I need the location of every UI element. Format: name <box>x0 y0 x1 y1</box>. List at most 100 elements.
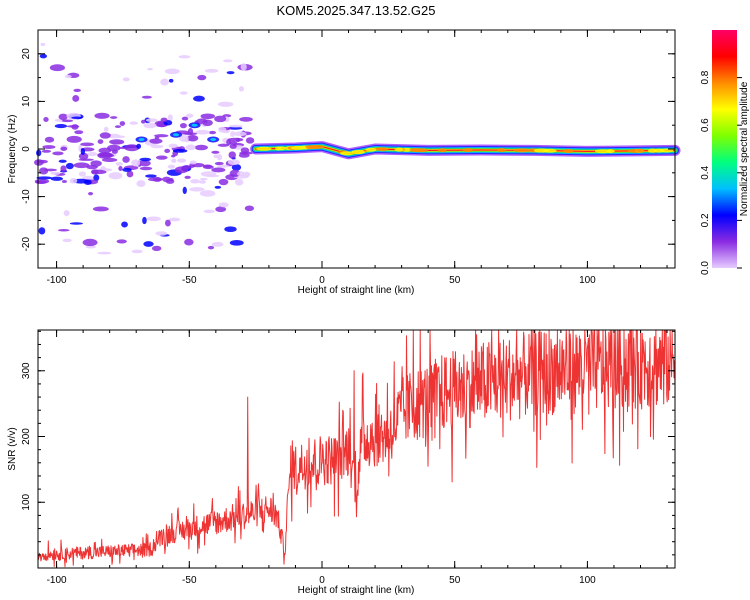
spectrogram-noise-blob <box>228 124 243 128</box>
spectrogram-noise-blob <box>124 144 140 152</box>
colorbar-tick-label: 0.0 <box>700 261 711 275</box>
spectrogram-noise-blob <box>199 190 216 197</box>
snr-series-line <box>37 329 676 568</box>
spectrogram-ridge-spot <box>340 151 354 156</box>
spectrogram-noise-blob <box>178 55 191 59</box>
colorbar-ticks: 0.0 0.2 0.4 0.6 0.8 <box>700 70 742 275</box>
spectrogram-ridge-spot <box>654 148 665 153</box>
spectrogram-noise-blob <box>78 152 89 160</box>
spectrogram-noise-blob <box>119 121 126 126</box>
spectrogram-noise-blob <box>43 168 57 172</box>
spectrogram-noise-blob <box>199 177 208 181</box>
spectrogram-noise-blob <box>60 146 68 151</box>
spectrogram-ridge-spot <box>497 148 507 153</box>
spectrogram-noise-blob <box>218 202 229 208</box>
snr-x-tick-label: 50 <box>449 575 461 586</box>
spectrogram-noise-blob <box>184 175 191 179</box>
spectrogram-noise-blob <box>173 133 180 137</box>
spectrogram-noise-blob <box>228 151 236 159</box>
spectrogram-y-ticks: -20 -10 0 10 20 <box>21 29 675 269</box>
spectrogram-noise-blob <box>179 122 187 129</box>
spectrogram-noise-blob <box>80 148 86 155</box>
spectrogram-noise-blob <box>211 150 220 154</box>
spectrogram-noise-blob <box>98 152 113 157</box>
spectrogram-noise-blob <box>139 157 152 162</box>
spectrogram-noise-blob <box>162 176 172 183</box>
colorbar-tick-label: 0.2 <box>700 213 711 227</box>
spectrogram-x-ticks: -100 -50 0 50 100 <box>47 30 668 286</box>
spectrogram-noise-blob <box>240 63 247 71</box>
spectrogram-noise-blob <box>214 161 224 166</box>
spectrogram-ridge-spot <box>376 147 388 152</box>
spectrogram-noise-blob <box>34 180 48 184</box>
spectrogram-noise-blob <box>129 121 138 125</box>
spectrogram-noise-blob <box>211 241 224 247</box>
colorbar: 0.0 0.2 0.4 0.6 0.8 Normalized spectral ampl… <box>700 30 750 275</box>
spectrogram-noise-blob <box>145 118 158 122</box>
spectrogram-noise-blob <box>171 158 177 163</box>
spectrogram-noise-blob <box>189 160 197 165</box>
spectrogram-ridge-spot <box>409 148 421 153</box>
spectrogram-noise-blob <box>222 59 233 63</box>
snr-y-tick-label: 200 <box>21 428 32 445</box>
spectrogram-noise-blob <box>97 139 104 144</box>
spectrogram-noise-blob <box>92 206 109 212</box>
spectrogram-noise-blob <box>94 112 110 119</box>
spectrogram-noise-blob <box>217 101 234 107</box>
spectrogram-noise-blob <box>204 68 219 73</box>
snr-x-tick-label: -100 <box>47 575 67 586</box>
spectrogram-noise-blob <box>145 174 157 178</box>
spectrogram-noise-blob <box>181 116 189 121</box>
spectrogram-x-tick-label: 100 <box>579 275 596 286</box>
spectrogram-noise-blob <box>61 180 67 183</box>
spectrogram-noise-blob <box>167 114 173 122</box>
spectrogram-noise-blob <box>60 165 67 172</box>
spectrogram-noise-blob <box>38 227 46 235</box>
spectrogram-noise-blob <box>90 160 102 167</box>
snr-y-tick-label: 300 <box>21 362 32 379</box>
spectrogram-ridge-spot <box>606 149 615 154</box>
spectrogram-noise-blob <box>107 133 121 139</box>
spectrogram-noise-blob <box>185 113 194 118</box>
spectrogram-noise-blob <box>229 239 244 246</box>
spectrogram-noise-blob <box>193 95 205 102</box>
spectrogram-x-tick-label: 50 <box>449 275 461 286</box>
spectrogram-noise-blob <box>41 149 52 153</box>
spectrogram-ridge-spot <box>394 147 404 152</box>
spectrogram-ridge-spot <box>305 145 318 150</box>
spectrogram-noise-blob <box>215 206 227 213</box>
snr-x-ticks: -100 -50 0 50 100 <box>47 330 668 586</box>
spectrogram-noise-blob <box>245 137 255 144</box>
spectrogram-noise-blob <box>238 86 245 92</box>
spectrogram-noise-blob <box>216 154 223 161</box>
spectrogram-noise-blob <box>88 192 94 196</box>
spectrogram-noise-blob <box>52 151 64 156</box>
spectrogram-noise-blob <box>149 138 163 144</box>
spectrogram-noise-blob <box>57 228 70 232</box>
spectrogram-noise-blob <box>160 78 169 86</box>
spectrogram-noise-blob <box>54 123 68 129</box>
spectrogram-noise-blob <box>155 231 168 236</box>
snr-y-label: SNR (v/v) <box>7 427 18 470</box>
snr-x-label: Height of straight line (km) <box>298 585 415 596</box>
spectrogram-noise-blob <box>141 95 152 99</box>
spectrogram-noise-blob <box>203 209 215 214</box>
spectrogram-noise-blob <box>242 171 251 178</box>
colorbar-tick-label: 0.8 <box>700 70 711 84</box>
spectrogram-noise-blob <box>191 123 198 127</box>
spectrogram-ridge-spot <box>563 149 574 154</box>
spectrogram-noise-blob <box>74 130 84 135</box>
spectrogram-x-tick-label: -50 <box>182 275 197 286</box>
spectrogram-noise-blob <box>43 117 49 122</box>
spectrogram-ridge-spot <box>290 145 307 150</box>
snr-panel: -100 -50 0 50 100 100 200 300 Height of straig… <box>7 329 676 596</box>
spectrogram-noise-blob <box>109 116 118 119</box>
spectrogram-ridge-spot <box>628 148 643 153</box>
spectrogram-noise-blob <box>200 113 216 120</box>
spectrogram-noise-blob <box>64 74 72 79</box>
snr-x-tick-label: 100 <box>579 575 596 586</box>
spectrogram-noise-blob <box>66 135 82 143</box>
spectrogram-noise-blob <box>202 119 213 127</box>
